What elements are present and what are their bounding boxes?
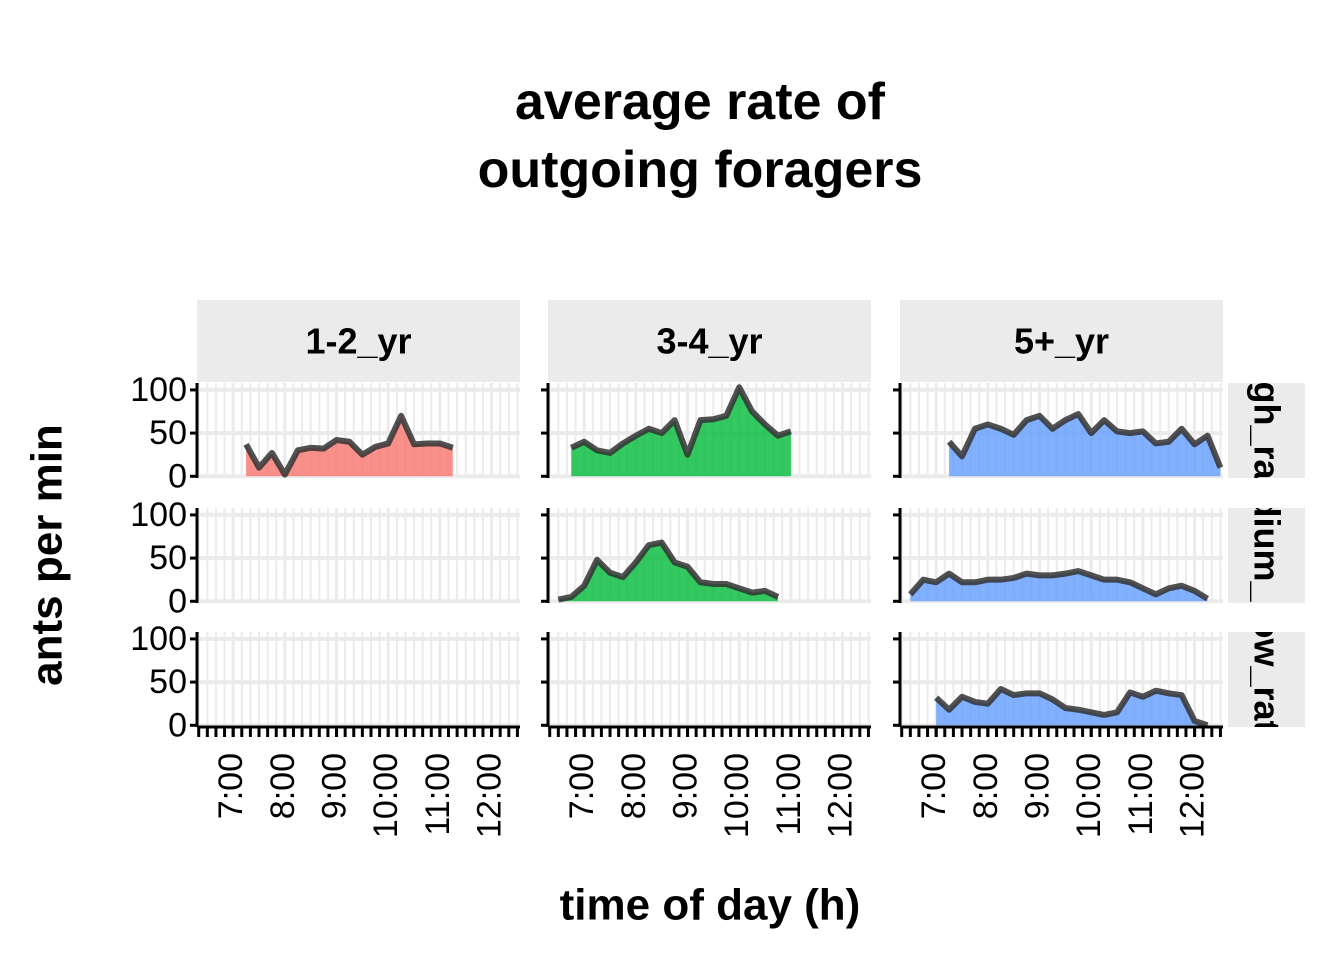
x-tick-label: 12:00: [471, 753, 509, 838]
x-tick-label: 8:00: [615, 753, 653, 819]
x-tick-label: 11:00: [419, 753, 457, 836]
x-tick-label: 7:00: [212, 753, 250, 819]
strip-label: high_rate: [1246, 349, 1287, 511]
strip-label: low_rate: [1246, 606, 1287, 752]
x-tick-label: 11:00: [770, 753, 808, 836]
y-tick-label: 50: [149, 539, 187, 577]
strip-clip: low_rate: [1246, 606, 1287, 752]
x-tick-label: 8:00: [967, 753, 1005, 819]
strip-label: 1-2_yr: [305, 321, 411, 362]
line: [946, 411, 1224, 469]
x-tick-label: 9:00: [1019, 753, 1057, 819]
area: [910, 571, 1208, 602]
x-tick-label: 7:00: [915, 753, 953, 819]
line: [557, 539, 780, 603]
x-axis-title: time of day (h): [560, 881, 861, 930]
y-tick-label: 100: [130, 620, 187, 658]
y-tick-label: 0: [168, 582, 187, 620]
line: [243, 412, 454, 478]
y-tick-label: 0: [168, 457, 187, 495]
x-tick-label: 9:00: [667, 753, 705, 819]
x-tick-label: 10:00: [1070, 753, 1108, 838]
y-tick-label: 50: [149, 663, 187, 701]
x-tick-label: 12:00: [822, 753, 860, 838]
y-tick-label: 100: [130, 371, 187, 409]
strip: [1228, 508, 1305, 603]
area: [949, 414, 1221, 477]
x-tick-label: 8:00: [264, 753, 302, 819]
strip-clip: medium_rate: [1246, 443, 1287, 667]
line: [934, 686, 1209, 729]
x-tick-label: 11:00: [1122, 753, 1160, 836]
x-tick-label: 10:00: [367, 753, 405, 838]
y-axis-title: ants per min: [23, 424, 72, 686]
strip: [900, 300, 1223, 382]
strip: [548, 300, 871, 382]
y-tick-label: 0: [168, 706, 187, 744]
strip: [1228, 632, 1305, 727]
chart-title: average rate of outgoing foragers: [477, 73, 923, 199]
x-tick-label: 12:00: [1174, 753, 1212, 838]
x-tick-label: 9:00: [316, 753, 354, 819]
area: [246, 415, 453, 477]
strip-label: medium_rate: [1246, 443, 1287, 667]
x-tick-label: 10:00: [718, 753, 756, 838]
strip-label: 5+_yr: [1014, 321, 1109, 362]
strip: [1228, 383, 1305, 478]
y-tick-label: 50: [149, 414, 187, 452]
area: [571, 387, 791, 477]
x-tick-label: 7:00: [563, 753, 601, 819]
strip-clip: high_rate: [1246, 349, 1287, 511]
line: [569, 384, 792, 458]
strip: [197, 300, 520, 382]
y-tick-label: 100: [130, 496, 187, 534]
strip-label: 3-4_yr: [656, 321, 762, 362]
line: [908, 568, 1210, 602]
